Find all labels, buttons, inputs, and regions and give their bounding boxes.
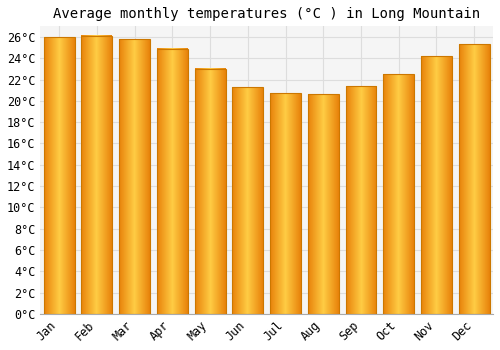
Bar bbox=[44, 37, 74, 314]
Bar bbox=[421, 56, 452, 314]
Bar bbox=[82, 36, 112, 314]
Bar bbox=[194, 69, 226, 314]
Bar bbox=[270, 93, 301, 314]
Bar bbox=[458, 44, 490, 314]
Bar bbox=[157, 49, 188, 314]
Title: Average monthly temperatures (°C ) in Long Mountain: Average monthly temperatures (°C ) in Lo… bbox=[53, 7, 480, 21]
Bar bbox=[384, 74, 414, 314]
Bar bbox=[308, 94, 338, 314]
Bar bbox=[232, 87, 264, 314]
Bar bbox=[346, 86, 376, 314]
Bar bbox=[119, 39, 150, 314]
